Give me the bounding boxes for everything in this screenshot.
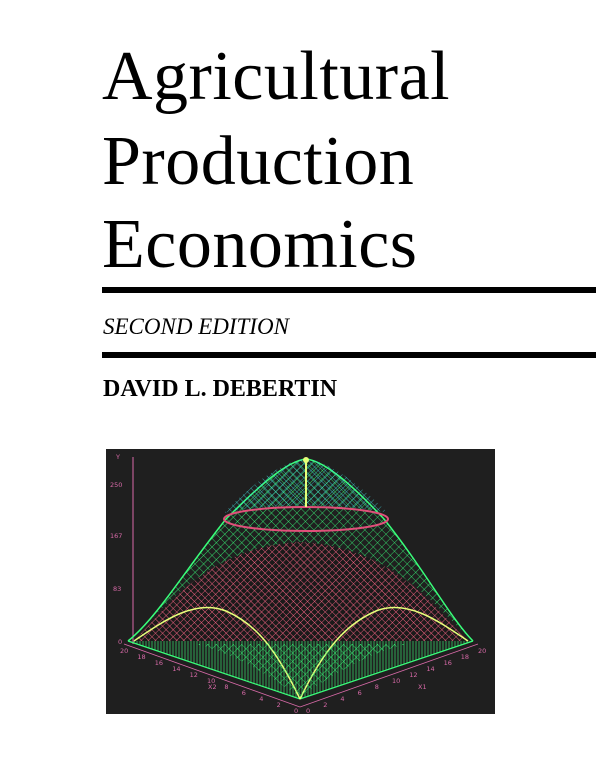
x2-tick: 14 — [172, 665, 180, 673]
x2-tick: 2 — [277, 701, 281, 709]
y-axis-label: Y — [115, 453, 120, 461]
top-rule — [102, 287, 596, 293]
x1-tick-labels: 0 2 4 6 8 10 12 14 16 18 20 — [306, 647, 486, 714]
x1-tick: 4 — [340, 695, 344, 703]
x1-tick: 20 — [478, 647, 486, 655]
y-tick-0: 0 — [118, 638, 122, 646]
edition-label: SECOND EDITION — [103, 314, 289, 339]
front-mesh — [196, 644, 406, 697]
x1-tick: 10 — [392, 677, 400, 685]
y-tick-250: 250 — [110, 481, 122, 489]
x2-tick: 12 — [190, 671, 198, 679]
y-tick-167: 167 — [110, 532, 122, 540]
bottom-rule — [102, 352, 596, 358]
cover-illustration: Y 250 167 83 0 X2 X1 20 18 16 14 12 10 8 6 4 2 0 0… — [106, 449, 495, 714]
x1-tick: 12 — [409, 671, 417, 679]
title-line-1: Agricultural — [102, 38, 451, 115]
x2-axis-line — [123, 643, 301, 708]
x2-axis-label: X2 — [208, 683, 217, 691]
x2-tick: 10 — [207, 677, 215, 685]
x2-tick: 16 — [155, 659, 163, 667]
x1-tick: 14 — [426, 665, 434, 673]
x1-tick: 2 — [323, 701, 327, 709]
x2-tick: 18 — [137, 653, 145, 661]
x1-tick: 8 — [375, 683, 379, 691]
x1-tick: 6 — [358, 689, 362, 697]
x1-tick: 16 — [444, 659, 452, 667]
x2-tick: 8 — [224, 683, 228, 691]
author-name: DAVID L. DEBERTIN — [103, 376, 338, 402]
x2-tick: 0 — [294, 707, 298, 714]
x1-tick: 0 — [306, 707, 310, 714]
title-line-2: Production — [102, 123, 415, 200]
x2-tick: 20 — [120, 647, 128, 655]
y-tick-83: 83 — [113, 585, 121, 593]
x1-tick: 18 — [461, 653, 469, 661]
x2-tick: 4 — [259, 695, 263, 703]
title-line-3: Economics — [102, 206, 418, 283]
x1-axis-line — [299, 643, 479, 708]
red-surface — [134, 542, 468, 641]
x1-axis-label: X1 — [418, 683, 427, 691]
peak-point — [303, 457, 309, 463]
x2-tick: 6 — [242, 689, 246, 697]
